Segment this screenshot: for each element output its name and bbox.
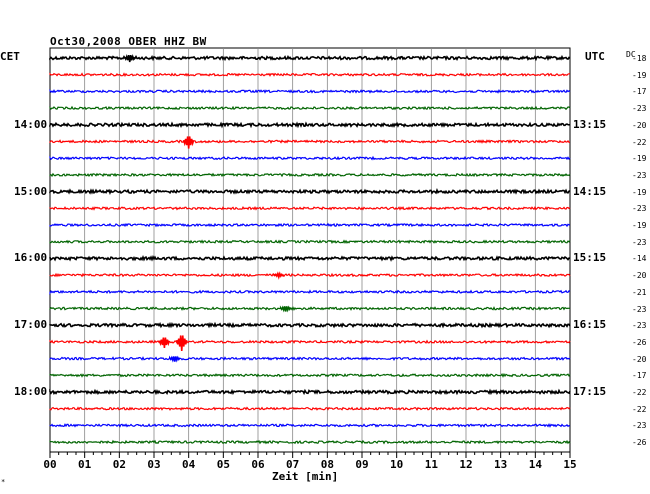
seismic-event	[175, 335, 188, 351]
utc-time-label: 13:15	[573, 117, 607, 131]
cet-time-label: 17:00	[14, 318, 48, 332]
seismic-trace	[49, 121, 571, 129]
seismic-trace	[49, 155, 571, 161]
seismic-trace	[49, 139, 571, 144]
dc-offset-value: -17	[632, 87, 647, 97]
seismic-trace	[49, 406, 571, 411]
x-tick-label: 10	[390, 458, 404, 471]
seismic-trace	[49, 54, 571, 62]
corner-mark: *	[1, 478, 6, 486]
seismic-trace	[49, 172, 571, 178]
dc-offset-value: -26	[632, 337, 647, 347]
dc-offset-value: -23	[632, 237, 647, 247]
seismic-event	[169, 355, 181, 363]
cet-time-label: 18:00	[14, 385, 48, 398]
right-timezone-label: UTC	[585, 50, 605, 63]
cet-time-label: 14:00	[14, 117, 48, 131]
seismic-event	[273, 271, 285, 280]
seismic-trace	[49, 356, 571, 361]
seismic-trace	[49, 372, 571, 378]
seismic-trace	[49, 306, 571, 311]
x-tick-label: 11	[424, 458, 438, 471]
dc-offset-value: -19	[632, 187, 647, 197]
x-tick-label: 01	[78, 458, 92, 471]
dc-offset-value: -22	[632, 137, 647, 147]
dc-offset-value: -14	[632, 254, 647, 264]
left-timezone-label: CET	[0, 50, 20, 63]
x-tick-label: 14	[528, 458, 542, 471]
seismic-trace	[49, 188, 571, 195]
seismic-trace	[49, 72, 570, 78]
seismic-event	[158, 337, 171, 348]
x-tick-label: 00	[43, 458, 57, 471]
dc-offset-value: -23	[632, 204, 647, 214]
seismic-trace	[49, 254, 571, 262]
utc-time-label: 17:15	[573, 385, 607, 398]
dc-offset-value: -20	[632, 271, 647, 281]
x-tick-label: 03	[147, 458, 161, 471]
x-tick-label: 08	[320, 458, 334, 471]
dc-offset-value: -20	[632, 120, 647, 130]
dc-offset-value: -23	[632, 421, 647, 431]
seismic-event	[279, 305, 292, 313]
seismic-trace	[49, 205, 571, 211]
cet-time-label: 15:00	[14, 184, 48, 198]
utc-time-label: 14:15	[573, 184, 607, 198]
seismic-trace	[49, 289, 571, 296]
x-tick-label: 09	[355, 458, 369, 471]
x-tick-label: 05	[216, 458, 230, 471]
seismic-event	[123, 53, 136, 63]
dc-offset-value: -19	[632, 70, 647, 80]
seismic-trace	[49, 89, 571, 94]
x-tick-label: 04	[182, 458, 196, 471]
dc-offset-value: -17	[632, 371, 647, 381]
x-tick-label: 07	[286, 458, 300, 471]
plot-title: Oct30,2008 OBER HHZ BW	[50, 35, 207, 48]
dc-offset-value: -23	[632, 104, 647, 114]
dc-offset-value: -19	[632, 221, 647, 230]
dc-offset-value: -20	[632, 354, 647, 364]
seismic-trace	[49, 339, 571, 345]
dc-offset-value: -23	[632, 321, 647, 331]
seismic-trace	[49, 272, 571, 278]
dc-offset-value: -18	[632, 54, 647, 63]
x-tick-label: 12	[459, 458, 473, 471]
seismic-trace	[49, 321, 571, 329]
x-tick-label: 06	[251, 458, 265, 471]
utc-time-label: 16:15	[573, 318, 607, 332]
x-tick-label: 15	[563, 458, 577, 471]
dc-offset-value: -26	[632, 438, 647, 448]
x-axis-label: Zeit [min]	[272, 470, 339, 483]
dc-offset-value: -19	[632, 154, 647, 164]
seismic-trace	[49, 439, 571, 445]
seismic-event	[182, 136, 195, 149]
seismic-trace	[49, 388, 571, 396]
seismic-trace	[49, 222, 570, 228]
seismic-trace	[49, 239, 571, 245]
dc-offset-value: -22	[632, 404, 647, 414]
dc-offset-value: -23	[632, 170, 647, 180]
dc-offset-header: DC	[626, 50, 636, 59]
x-tick-label: 02	[112, 458, 126, 471]
cet-time-label: 16:00	[14, 251, 48, 265]
seismic-trace	[49, 105, 571, 111]
seismic-trace	[49, 423, 571, 428]
dc-offset-value: -22	[632, 388, 647, 397]
x-tick-label: 13	[494, 458, 508, 471]
utc-time-label: 15:15	[573, 251, 607, 265]
dc-offset-value: -23	[632, 304, 647, 314]
dc-offset-value: -21	[632, 287, 647, 297]
